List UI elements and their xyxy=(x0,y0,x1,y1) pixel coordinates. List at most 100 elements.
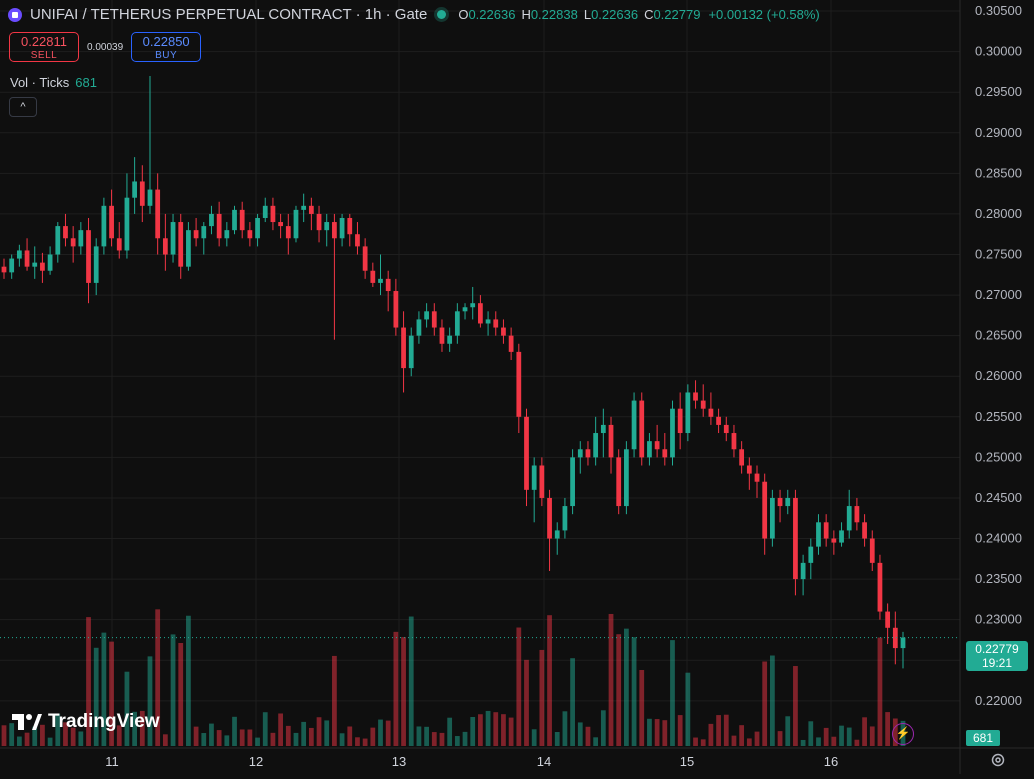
y-tick-label: 0.30500 xyxy=(975,3,1022,18)
candle-body xyxy=(393,291,399,328)
candle-body xyxy=(201,226,207,239)
close-value: 0.22779 xyxy=(653,7,701,22)
volume-bar xyxy=(1,725,7,746)
candle-body xyxy=(593,433,599,458)
volume-bar xyxy=(539,649,545,746)
volume-bar xyxy=(554,731,560,746)
candle-body xyxy=(831,538,837,543)
candle-body xyxy=(877,562,883,612)
candle-body xyxy=(362,246,368,271)
symbol-title[interactable]: UNIFAI / TETHERUS PERPETUAL CONTRACT · 1… xyxy=(30,6,428,23)
volume-bar xyxy=(624,628,629,746)
gear-icon[interactable] xyxy=(990,752,1006,768)
y-tick-label: 0.29500 xyxy=(975,84,1022,99)
volume-bar xyxy=(454,736,460,746)
low-label: L xyxy=(583,7,592,22)
x-tick-label: 16 xyxy=(824,754,838,769)
volume-bar xyxy=(746,738,752,746)
candle-body xyxy=(16,250,22,259)
volume-bar xyxy=(662,720,668,746)
volume-bar xyxy=(693,737,698,746)
volume-bar xyxy=(524,659,529,746)
volume-bar xyxy=(808,721,814,746)
volume-bar xyxy=(132,711,138,746)
candle-body xyxy=(139,181,145,206)
volume-bar xyxy=(885,712,891,746)
candle-body xyxy=(209,213,214,227)
candle-body xyxy=(493,319,499,328)
volume-bar xyxy=(762,661,768,746)
candle-body xyxy=(700,400,706,409)
volume-bar xyxy=(447,717,453,746)
y-tick-label: 0.30000 xyxy=(975,44,1022,59)
candle-body xyxy=(731,433,737,450)
collapse-legend-button[interactable]: ^ xyxy=(9,97,37,117)
candle-body xyxy=(316,213,322,231)
candle-body xyxy=(570,457,575,507)
candle-body xyxy=(431,311,437,328)
candle-body xyxy=(132,181,138,198)
volume-bar xyxy=(716,715,721,746)
volume-bar xyxy=(708,723,714,746)
brand-name: TradingView xyxy=(48,711,160,732)
candle-body xyxy=(793,497,798,580)
x-tick-label: 14 xyxy=(537,754,551,769)
volume-bar xyxy=(639,670,645,746)
y-tick-label: 0.28000 xyxy=(975,206,1022,221)
candle-body xyxy=(347,217,353,235)
candle-body xyxy=(86,230,91,283)
candle-body xyxy=(716,416,721,425)
candle-body xyxy=(631,400,637,450)
volume-bar xyxy=(93,647,99,746)
volume-bar xyxy=(869,726,875,746)
volume-bar xyxy=(186,615,191,746)
candle-body xyxy=(147,189,153,206)
volume-bar xyxy=(16,736,22,746)
volume-bar xyxy=(155,609,161,746)
candle-body xyxy=(662,449,668,458)
candle-body xyxy=(1,266,7,273)
volume-bar xyxy=(577,722,583,746)
volume-bar xyxy=(654,719,660,746)
volume-legend[interactable]: Vol · Ticks 681 xyxy=(10,75,97,90)
x-tick-label: 11 xyxy=(105,754,119,769)
candle-body xyxy=(508,335,514,352)
candle-body xyxy=(355,234,360,247)
candle-body xyxy=(109,205,114,239)
sell-button[interactable]: 0.22811 SELL xyxy=(9,32,79,62)
candle-body xyxy=(608,424,614,458)
volume-bar xyxy=(769,655,775,746)
volume-bar xyxy=(139,710,145,746)
candle-body xyxy=(285,226,291,239)
volume-bar xyxy=(562,711,568,746)
volume-bar xyxy=(9,723,15,746)
candle-body xyxy=(101,205,107,247)
candle-body xyxy=(823,522,829,539)
candle-body xyxy=(531,465,537,490)
candle-body xyxy=(401,327,406,369)
volume-bar xyxy=(677,715,683,746)
symbol-legend: UNIFAI / TETHERUS PERPETUAL CONTRACT · 1… xyxy=(8,6,820,23)
candle-body xyxy=(170,222,176,255)
candle-body xyxy=(232,209,237,231)
volume-bar xyxy=(508,717,514,746)
volume-bar xyxy=(285,725,291,746)
candle-body xyxy=(370,270,376,283)
candle-body xyxy=(854,506,860,523)
candle-body xyxy=(193,230,199,239)
tradingview-logo[interactable]: TradingView xyxy=(12,711,160,733)
candle-body xyxy=(186,230,191,267)
volume-bar xyxy=(216,730,222,746)
high-label: H xyxy=(521,7,531,22)
candle-body xyxy=(647,441,652,458)
volume-bar xyxy=(731,735,737,746)
buy-price: 0.22850 xyxy=(142,34,190,49)
buy-button[interactable]: 0.22850 BUY xyxy=(131,32,202,62)
volume-bar xyxy=(823,727,829,746)
volume-bar xyxy=(362,738,368,746)
lightning-icon[interactable]: ⚡ xyxy=(892,723,914,745)
volume-bar xyxy=(370,727,376,746)
candle-body xyxy=(416,319,422,336)
